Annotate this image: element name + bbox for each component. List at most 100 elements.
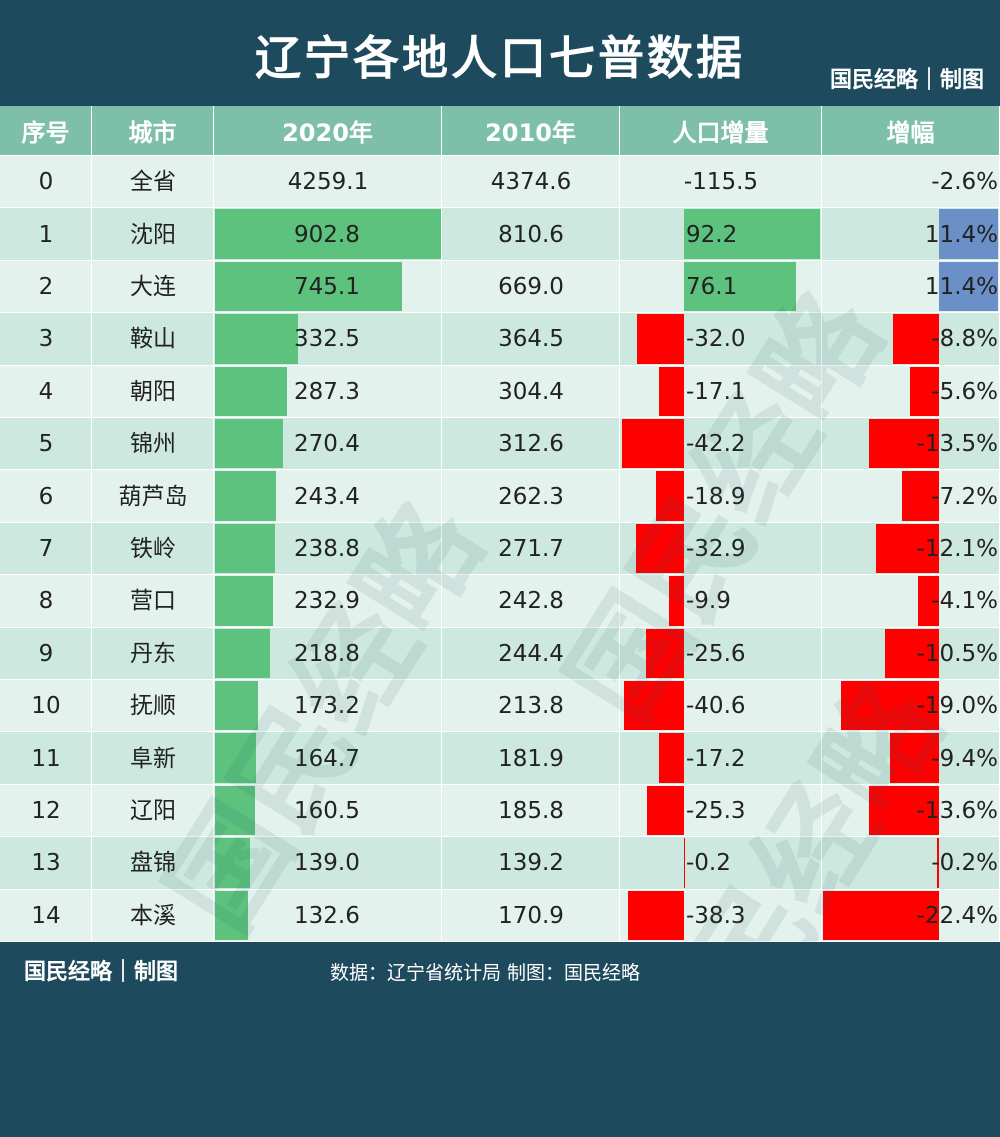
rank-label: 1 xyxy=(0,222,92,248)
value-2010-label: 213.8 xyxy=(442,693,620,719)
growth-rate-label: -22.4% xyxy=(917,903,998,929)
bar-2020 xyxy=(215,786,255,835)
rank-label: 2 xyxy=(0,274,92,300)
column-header: 序号 xyxy=(0,106,92,156)
increase-label: -0.2 xyxy=(686,850,731,876)
increase-label: -25.3 xyxy=(686,798,746,824)
bar-2020 xyxy=(215,681,258,730)
increase-bar-negative xyxy=(659,367,684,416)
increase-bar-negative xyxy=(647,786,684,835)
rank-label: 7 xyxy=(0,536,92,562)
city-label: 葫芦岛 xyxy=(92,484,214,510)
city-label: 本溪 xyxy=(92,903,214,929)
rank-label: 11 xyxy=(0,746,92,772)
bar-2020 xyxy=(215,733,256,782)
growth-rate-label: -2.6% xyxy=(931,169,998,195)
bar-2020 xyxy=(215,471,276,520)
value-2020-label: 232.9 xyxy=(294,588,360,614)
city-label: 全省 xyxy=(92,169,214,195)
increase-label: -17.2 xyxy=(686,746,746,772)
city-label: 锦州 xyxy=(92,431,214,457)
bar-2020 xyxy=(215,419,283,468)
value-2010-label: 181.9 xyxy=(442,746,620,772)
rank-label: 6 xyxy=(0,484,92,510)
value-2020-label: 160.5 xyxy=(294,798,360,824)
growth-rate-label: -10.5% xyxy=(917,641,998,667)
growth-rate-label: -0.2% xyxy=(931,850,998,876)
value-2010-label: 4374.6 xyxy=(442,169,620,195)
bar-2020 xyxy=(215,367,287,416)
value-2010-label: 312.6 xyxy=(442,431,620,457)
bar-2020 xyxy=(215,314,298,363)
rank-label: 0 xyxy=(0,169,92,195)
bar-2020 xyxy=(215,576,273,625)
increase-label: -17.1 xyxy=(686,379,746,405)
growth-rate-label: -5.6% xyxy=(931,379,998,405)
value-2020-label: 218.8 xyxy=(294,641,360,667)
growth-rate-label: -8.8% xyxy=(931,326,998,352)
value-2020-label: 332.5 xyxy=(294,326,360,352)
column-header: 城市 xyxy=(92,106,214,156)
value-2010-label: 170.9 xyxy=(442,903,620,929)
increase-bar-negative xyxy=(637,314,684,363)
rank-label: 10 xyxy=(0,693,92,719)
increase-label: -9.9 xyxy=(686,588,731,614)
value-2020-label: 132.6 xyxy=(294,903,360,929)
city-label: 阜新 xyxy=(92,746,214,772)
increase-label: -42.2 xyxy=(686,431,746,457)
column-header: 人口增量 xyxy=(620,106,822,156)
rank-label: 5 xyxy=(0,431,92,457)
increase-bar-negative xyxy=(622,419,684,468)
growth-rate-label: -13.6% xyxy=(917,798,998,824)
increase-label: -40.6 xyxy=(686,693,746,719)
growth-rate-label: -4.1% xyxy=(931,588,998,614)
column-header: 2010年 xyxy=(442,106,620,156)
value-2020-label: 4259.1 xyxy=(214,169,442,195)
increase-label: -18.9 xyxy=(686,484,746,510)
value-2010-label: 271.7 xyxy=(442,536,620,562)
city-label: 盘锦 xyxy=(92,850,214,876)
column-header: 增幅 xyxy=(822,106,1000,156)
growth-rate-label: -12.1% xyxy=(917,536,998,562)
city-label: 抚顺 xyxy=(92,693,214,719)
growth-rate-label: -19.0% xyxy=(917,693,998,719)
increase-bar-negative xyxy=(659,733,684,782)
rank-label: 9 xyxy=(0,641,92,667)
city-label: 大连 xyxy=(92,274,214,300)
city-label: 辽阳 xyxy=(92,798,214,824)
rank-label: 14 xyxy=(0,903,92,929)
value-2010-label: 185.8 xyxy=(442,798,620,824)
growth-rate-label: 11.4% xyxy=(925,222,998,248)
value-2010-label: 669.0 xyxy=(442,274,620,300)
value-2020-label: 173.2 xyxy=(294,693,360,719)
increase-bar-negative xyxy=(646,629,684,678)
value-2010-label: 244.4 xyxy=(442,641,620,667)
city-label: 丹东 xyxy=(92,641,214,667)
bar-2020 xyxy=(215,524,275,573)
increase-bar-negative xyxy=(636,524,684,573)
city-label: 铁岭 xyxy=(92,536,214,562)
growth-rate-label: -13.5% xyxy=(917,431,998,457)
increase-bar-negative xyxy=(628,891,684,940)
rank-label: 13 xyxy=(0,850,92,876)
increase-bar-negative xyxy=(656,471,684,520)
value-2020-label: 287.3 xyxy=(294,379,360,405)
city-label: 鞍山 xyxy=(92,326,214,352)
value-2020-label: 745.1 xyxy=(294,274,360,300)
footer-bar: 国民经略｜制图 数据：辽宁省统计局 制图：国民经略 xyxy=(0,942,1000,996)
bar-2020 xyxy=(215,838,250,887)
bar-2020 xyxy=(215,891,248,940)
growth-rate-label: 11.4% xyxy=(925,274,998,300)
increase-label: -32.9 xyxy=(686,536,746,562)
brand-label-top: 国民经略｜制图 xyxy=(830,62,984,94)
value-2010-label: 810.6 xyxy=(442,222,620,248)
city-label: 营口 xyxy=(92,588,214,614)
increase-bar-negative xyxy=(669,576,684,625)
value-2020-label: 270.4 xyxy=(294,431,360,457)
increase-label: -115.5 xyxy=(620,169,822,195)
value-2020-label: 243.4 xyxy=(294,484,360,510)
rank-label: 12 xyxy=(0,798,92,824)
rank-label: 4 xyxy=(0,379,92,405)
